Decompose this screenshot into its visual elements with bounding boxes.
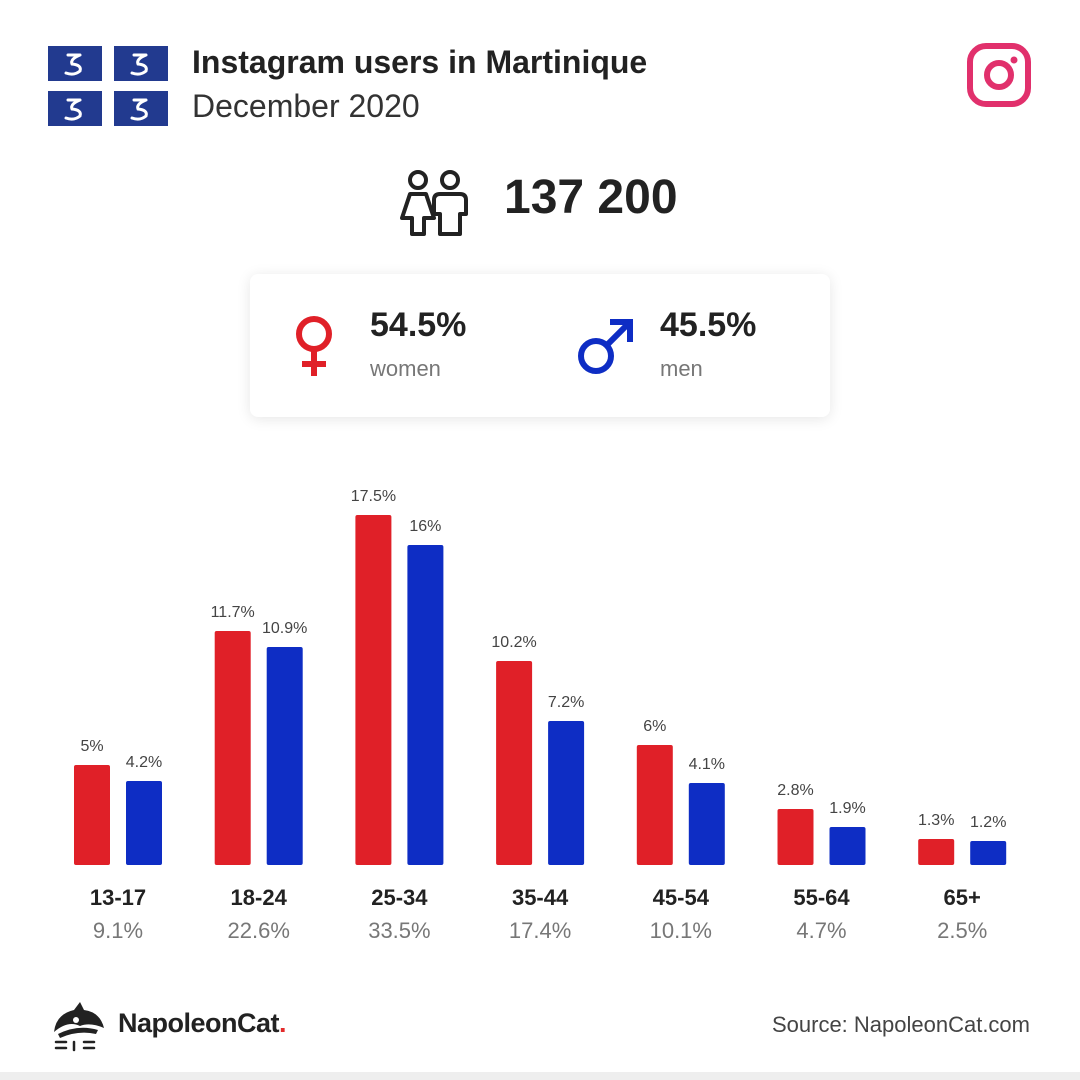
bar-women-35-44 [496, 661, 533, 865]
category-label-45-54: 45-54 [653, 885, 710, 910]
label-women-55-64: 2.8% [777, 782, 813, 799]
bar-men-13-17 [126, 781, 162, 865]
label-women-45-54: 6% [643, 718, 666, 735]
bar-men-18-24 [266, 647, 303, 865]
category-total-25-34: 33.5% [368, 918, 430, 943]
category-total-35-44: 17.4% [509, 918, 571, 943]
bar-men-25-34 [407, 545, 444, 865]
bar-women-45-54 [636, 745, 673, 865]
category-total-13-17: 9.1% [93, 918, 143, 943]
category-total-65+: 2.5% [937, 918, 987, 943]
source-note: Source: NapoleonCat.com [771, 1012, 1030, 1037]
female-symbol-icon [296, 316, 332, 376]
label-men-45-54: 4.1% [689, 756, 725, 773]
category-label-25-34: 25-34 [371, 885, 428, 910]
age-gender-bar-chart: 5% 4.2% 13-17 9.1% 11.7% 10.9% 18-24 22.6% 17.5%… [74, 488, 1007, 943]
label-men-25-34: 16% [409, 518, 441, 535]
bar-men-45-54 [688, 783, 725, 865]
brand-name: NapoleonCat. [118, 1008, 287, 1038]
bar-men-65+ [970, 841, 1007, 865]
page-title: Instagram users in Martinique [192, 44, 648, 80]
label-women-65+: 1.3% [918, 812, 954, 829]
label-men-65+: 1.2% [970, 814, 1006, 831]
bar-women-65+ [918, 839, 955, 865]
category-label-55-64: 55-64 [793, 885, 850, 910]
men-label: men [660, 356, 703, 381]
category-label-35-44: 35-44 [512, 885, 569, 910]
label-women-18-24: 11.7% [211, 604, 255, 621]
gender-card: 54.5% women 45.5% men [250, 274, 830, 417]
category-total-55-64: 4.7% [796, 918, 846, 943]
category-total-18-24: 22.6% [228, 918, 290, 943]
bar-women-18-24 [214, 631, 251, 865]
instagram-icon [967, 43, 1031, 107]
bar-women-13-17 [74, 765, 110, 865]
women-label: women [370, 356, 441, 381]
bar-women-25-34 [355, 515, 392, 865]
label-men-55-64: 1.9% [829, 800, 865, 817]
label-men-18-24: 10.9% [262, 620, 307, 637]
label-men-13-17: 4.2% [126, 754, 162, 771]
bar-women-55-64 [777, 809, 814, 865]
label-women-13-17: 5% [80, 738, 103, 755]
flag-icon [48, 46, 168, 126]
page-subtitle: December 2020 [192, 88, 420, 124]
label-women-25-34: 17.5% [351, 488, 396, 505]
label-women-35-44: 10.2% [491, 634, 536, 651]
bottom-strip [0, 1072, 1080, 1080]
category-total-45-54: 10.1% [650, 918, 712, 943]
label-men-35-44: 7.2% [548, 694, 584, 711]
men-percentage: 45.5% [660, 306, 757, 344]
bar-men-35-44 [548, 721, 585, 865]
napoleoncat-logo-icon [54, 1002, 104, 1052]
bar-men-55-64 [829, 827, 866, 865]
total-users: 137 200 [504, 171, 678, 224]
category-label-18-24: 18-24 [231, 885, 288, 910]
category-label-13-17: 13-17 [90, 885, 146, 910]
people-icon [400, 170, 468, 236]
women-percentage: 54.5% [370, 306, 467, 344]
male-symbol-icon [578, 319, 633, 374]
category-label-65+: 65+ [944, 885, 981, 910]
